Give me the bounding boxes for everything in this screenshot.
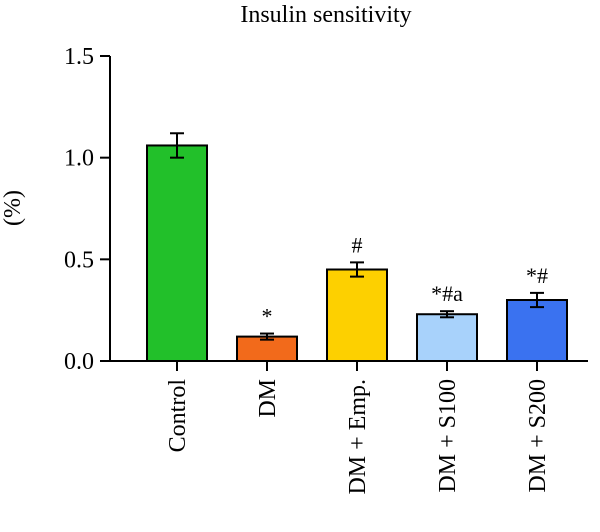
x-tick-label: DM + S100	[435, 379, 461, 493]
bar	[146, 144, 208, 362]
y-tick-label: 1.5	[64, 44, 94, 70]
bar	[506, 299, 568, 362]
bar	[416, 313, 478, 363]
y-tick-label: 0.0	[64, 349, 94, 375]
x-tick-label: Control	[165, 379, 191, 453]
significance-label: *	[262, 304, 273, 329]
significance-label: #	[352, 232, 363, 257]
x-tick-label: DM + Emp.	[345, 379, 371, 495]
chart-title: Insulin sensitivity	[240, 2, 411, 28]
x-tick-label: DM + S200	[525, 379, 551, 493]
bar	[326, 268, 388, 362]
significance-label: *#a	[431, 281, 463, 306]
bars	[146, 132, 568, 363]
y-tick-label: 1.0	[64, 146, 94, 172]
x-tick-label: DM	[255, 379, 281, 418]
labels: Control * DM # DM + Emp. *#a DM + S100 *# DM + S…	[165, 232, 551, 494]
y-axis-label: (%)	[0, 190, 26, 226]
y-tick-label: 0.5	[64, 247, 94, 273]
bar	[236, 335, 298, 363]
significance-label: *#	[526, 263, 548, 288]
